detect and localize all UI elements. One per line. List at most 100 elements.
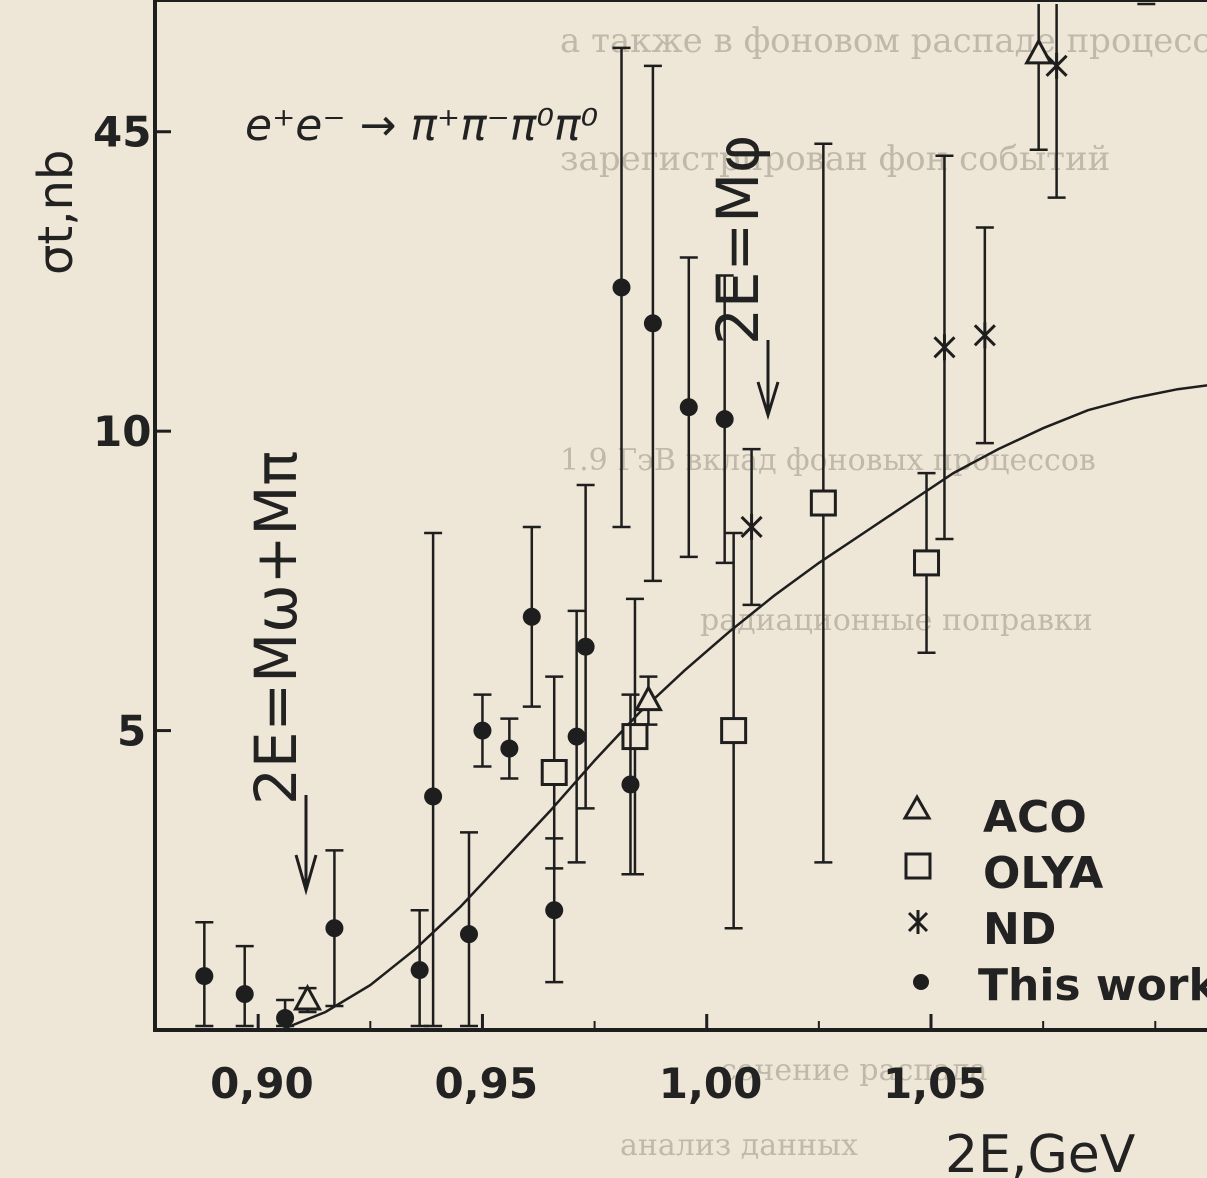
legend-label-aco: ACO <box>983 792 1087 843</box>
marker-triangle <box>1024 37 1054 65</box>
data-point-this-work <box>643 64 662 583</box>
data-point-this-work <box>621 693 640 876</box>
marker-dot <box>715 410 734 429</box>
marker-star <box>1045 52 1068 79</box>
data-point-this-work <box>473 693 492 768</box>
data-point-this-work <box>410 908 429 1028</box>
legend-item-aco: ACO <box>902 792 1087 843</box>
data-point-nd <box>973 226 996 445</box>
marker-square <box>621 723 649 751</box>
marker-dot <box>567 727 586 746</box>
phi-mass-label: 2E=Mφ <box>704 135 772 345</box>
data-point-aco <box>633 675 663 726</box>
marker-dot <box>459 925 478 944</box>
legend-marker-square <box>904 852 932 880</box>
marker-dot <box>545 901 564 920</box>
legend-marker-star <box>907 910 929 934</box>
data-point-olya <box>809 142 837 864</box>
svg-text:анализ данных: анализ данных <box>620 1128 858 1163</box>
marker-star <box>933 334 956 361</box>
marker-dot <box>522 607 541 626</box>
data-point-this-work <box>235 944 254 1028</box>
plot-frame <box>153 0 1207 1032</box>
omega-pi-arrowhead <box>294 854 318 896</box>
legend-marker-dot <box>913 974 929 990</box>
marker-dot <box>679 398 698 417</box>
marker-dot <box>473 721 492 740</box>
phi-arrowhead <box>756 381 780 421</box>
omega-pi-threshold-label: 2E=Mω+Mπ <box>242 451 310 805</box>
svg-text:а также в фоновом распаде проц: а также в фоновом распаде процесса (3) <box>560 21 1207 61</box>
data-point-olya <box>621 597 649 876</box>
marker-star <box>973 322 996 349</box>
data-point-nd <box>933 154 956 541</box>
data-point-this-work <box>522 525 541 708</box>
marker-dot <box>612 278 631 297</box>
marker-dot <box>643 314 662 333</box>
marker-triangle <box>633 684 663 712</box>
legend-label-this-work: This work <box>978 960 1207 1011</box>
marker-dot <box>621 775 640 794</box>
x-tick-label: 1,00 <box>659 1059 763 1108</box>
x-tick-label: 0,90 <box>210 1059 314 1108</box>
svg-text:зарегистрирован фон событий: зарегистрирован фон событий <box>560 139 1110 179</box>
marker-dot <box>325 919 344 938</box>
legend-item-this-work: This work <box>913 960 1207 1011</box>
data-point-this-work <box>325 849 344 1008</box>
data-point-this-work <box>500 717 519 780</box>
svg-text:1.9 ГэВ вклад фоновых процессо: 1.9 ГэВ вклад фоновых процессов <box>560 443 1096 478</box>
legend-marker-triangle <box>902 793 932 820</box>
marker-square <box>913 549 941 577</box>
marker-dot <box>410 961 429 980</box>
y-tick-label: 45 <box>93 108 151 157</box>
legend-label-olya: OLYA <box>983 848 1103 899</box>
data-point-this-work <box>612 46 631 529</box>
data-point-this-work <box>276 998 295 1028</box>
axis-ticks: 0,90 0,95 1,00 1,05 5 10 45 <box>93 108 1157 1108</box>
background-paper-text: а также в фоновом распаде процесса (3) з… <box>560 21 1207 1163</box>
model-curve <box>280 384 1207 1032</box>
legend-label-nd: ND <box>983 904 1056 955</box>
threshold-annotation: 2E=Mω+Mπ <box>242 451 318 896</box>
marker-square <box>809 489 837 517</box>
data-point-olya <box>540 675 568 870</box>
data-point-olya <box>720 531 748 930</box>
y-axis-label: σt,nb <box>28 150 84 275</box>
legend: ACO OLYA ND This work <box>902 792 1207 1011</box>
svg-text:сечение распада: сечение распада <box>720 1053 988 1088</box>
data-point-nd <box>740 447 763 607</box>
svg-text:радиационные поправки: радиационные поправки <box>700 603 1093 638</box>
phi-annotation: 2E=Mφ <box>704 135 780 421</box>
data-point-this-work <box>459 831 478 1028</box>
marker-dot <box>195 967 214 986</box>
marker-dot <box>276 1009 295 1028</box>
marker-dot <box>235 985 254 1004</box>
marker-star <box>740 513 763 540</box>
data-point-this-work <box>195 920 214 1028</box>
legend-item-nd: ND <box>907 904 1056 955</box>
data-point-olya <box>913 471 941 654</box>
chart-title: e⁺e⁻ → π⁺π⁻π⁰π⁰ <box>245 100 598 151</box>
marker-triangle <box>292 983 323 1011</box>
data-point-this-work <box>576 483 595 810</box>
data-point-this-work <box>545 837 564 984</box>
model-curve-layer <box>280 384 1207 1032</box>
x-axis-label: 2E,GeV <box>945 1125 1136 1178</box>
marker-dot <box>500 739 519 758</box>
y-tick-label: 5 <box>117 707 146 756</box>
data-point-nd <box>1045 4 1068 199</box>
data-point-this-work <box>679 256 698 559</box>
x-tick-label: 0,95 <box>434 1059 538 1108</box>
data-point-aco <box>1024 4 1054 151</box>
data-point-aco <box>292 983 323 1014</box>
data-point-this-work <box>715 274 734 565</box>
marker-square <box>720 717 748 745</box>
data-points-layer <box>195 2 1156 1028</box>
marker-dot <box>424 787 443 806</box>
data-point-this-work <box>567 609 586 864</box>
marker-dot <box>576 637 595 656</box>
x-tick-label: 1,05 <box>883 1059 987 1108</box>
marker-square <box>540 759 568 786</box>
legend-item-olya: OLYA <box>904 848 1103 899</box>
